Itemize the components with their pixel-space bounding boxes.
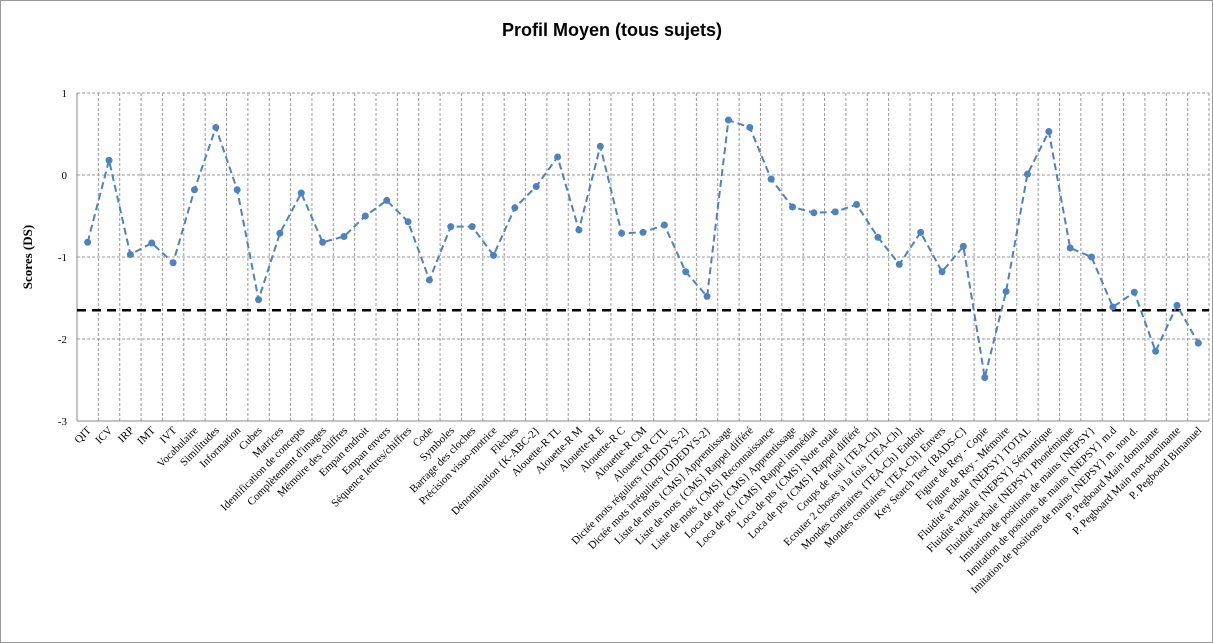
data-point [105, 156, 113, 164]
data-point [1066, 244, 1074, 252]
y-tick-label: 1 [62, 88, 68, 100]
data-point [682, 268, 690, 276]
y-tick-label: -1 [58, 252, 67, 264]
data-point [1002, 287, 1010, 295]
data-point [1173, 301, 1181, 309]
data-point [233, 186, 241, 194]
data-point [1194, 339, 1202, 347]
data-point [255, 296, 263, 304]
data-point [297, 189, 305, 197]
data-point [981, 374, 989, 382]
data-point [169, 259, 177, 267]
y-tick-label: -3 [58, 416, 68, 428]
data-point [511, 204, 519, 212]
y-tick-label: -2 [58, 334, 67, 346]
data-point [831, 208, 839, 216]
data-point [789, 203, 797, 211]
data-point [767, 175, 775, 183]
data-point [383, 196, 391, 204]
data-point [1088, 253, 1096, 261]
data-point [447, 223, 455, 231]
y-axis-label: Scores (DS) [20, 225, 35, 289]
data-point [853, 201, 861, 209]
data-point [404, 218, 412, 226]
data-point [724, 116, 732, 124]
data-point [1109, 303, 1117, 311]
data-point [148, 239, 156, 247]
data-point [126, 251, 134, 259]
data-point [1130, 288, 1138, 296]
y-tick-label: 0 [62, 170, 68, 182]
data-point [596, 142, 604, 150]
data-point [660, 221, 668, 229]
data-point [810, 209, 818, 217]
data-point [746, 123, 754, 131]
data-point [895, 260, 903, 268]
data-point [575, 226, 583, 234]
data-point [917, 228, 925, 236]
data-point [938, 268, 946, 276]
data-point [1045, 128, 1053, 136]
data-point [319, 238, 327, 246]
data-point [468, 223, 476, 231]
data-point [554, 153, 562, 161]
data-point [84, 238, 92, 246]
data-point [1152, 347, 1160, 355]
data-point [425, 276, 433, 284]
data-point [639, 228, 647, 236]
data-point [489, 251, 497, 259]
chart-title: Profil Moyen (tous sujets) [502, 20, 722, 40]
data-point [874, 233, 882, 241]
data-point [1023, 170, 1031, 178]
data-point [959, 242, 967, 250]
data-point [361, 212, 369, 220]
data-point [190, 186, 198, 194]
data-point [618, 229, 626, 237]
data-point [532, 182, 540, 190]
data-point [703, 292, 711, 300]
data-point [340, 233, 348, 240]
data-point [276, 229, 284, 237]
data-point [212, 123, 220, 131]
